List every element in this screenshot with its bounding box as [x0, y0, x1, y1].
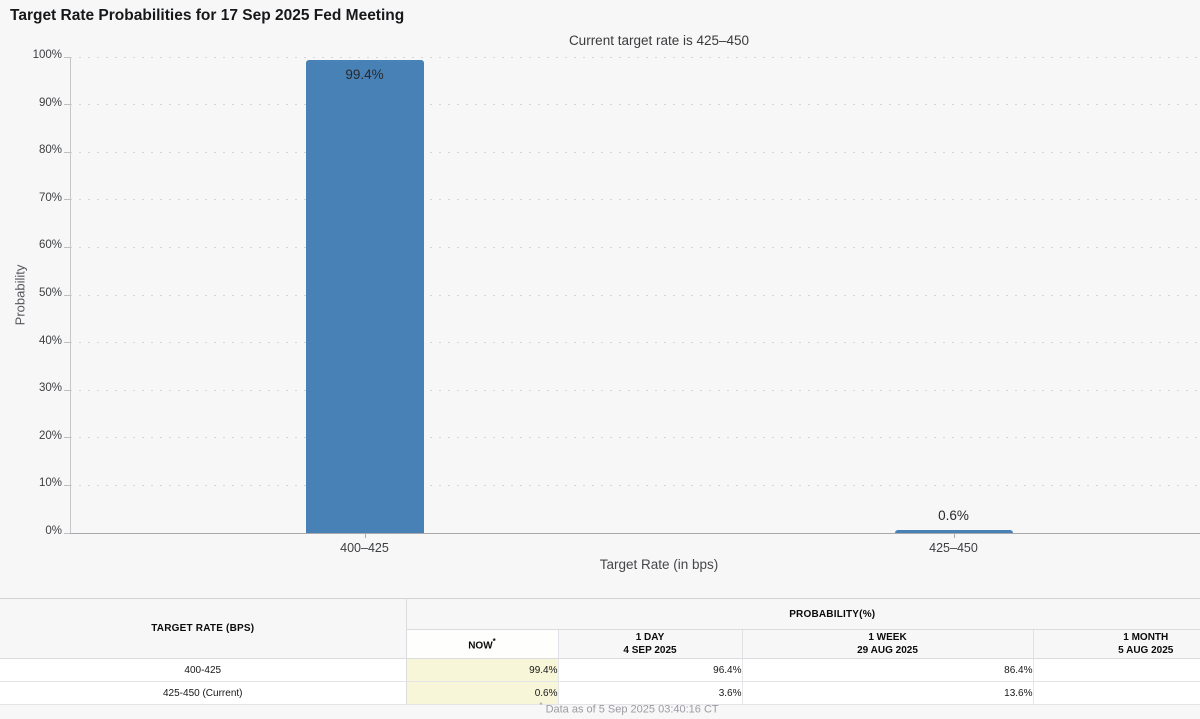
y-tick-label: 100%: [32, 49, 62, 61]
rate-cell: 400-425: [0, 658, 407, 682]
gridline: [70, 246, 1200, 248]
y-tick-label: 50%: [38, 287, 62, 299]
now-asterisk: *: [492, 637, 496, 647]
table-header-probability: PROBABILITY(%): [406, 598, 1200, 630]
table-header-1day: 1 DAY 4 SEP 2025: [558, 629, 743, 659]
y-tick-label: 30%: [38, 382, 62, 395]
probability-bar: [894, 530, 1013, 533]
x-axis-line: [70, 533, 1200, 534]
bar-value-label: 99.4%: [345, 66, 384, 82]
y-tick-label: 40%: [38, 334, 62, 347]
footnote-text: Data as of 5 Sep 2025 03:40:16 CT: [545, 703, 719, 716]
page-title: Target Rate Probabilities for 17 Sep 202…: [10, 7, 405, 24]
rate-cell: 425-450 (Current): [0, 681, 407, 705]
table-header-now: NOW*: [406, 629, 559, 659]
gridline: [70, 437, 1200, 439]
y-tick-mark: [64, 104, 70, 106]
gridline: [70, 199, 1200, 201]
col-date: 29 AUG 2025: [857, 645, 918, 656]
y-tick-mark: [64, 151, 70, 153]
col-label: 1 DAY: [635, 632, 665, 643]
data-as-of-footnote: * Data as of 5 Sep 2025 03:40:16 CT: [0, 701, 1200, 716]
gridline: [70, 342, 1200, 344]
gridline: [70, 389, 1200, 391]
y-tick-mark: [64, 294, 70, 296]
chart-subtitle: Current target rate is 425–450: [568, 33, 750, 48]
now-value-cell: 99.4%: [406, 658, 559, 682]
table-row: 400-425 99.4% 96.4% 86.4%: [0, 658, 1200, 682]
y-tick-label: 20%: [38, 429, 62, 442]
y-tick-label: 70%: [38, 191, 62, 204]
y-tick-label: 10%: [38, 477, 62, 490]
y-tick-label: 0%: [45, 525, 62, 537]
gridline: [70, 151, 1200, 153]
month-value-cell: [1033, 681, 1200, 705]
y-tick-mark: [64, 389, 70, 391]
day-value-cell: 96.4%: [558, 658, 743, 682]
y-tick-mark: [64, 437, 70, 439]
col-date: 4 SEP 2025: [623, 645, 677, 656]
x-tick-mark: [953, 533, 955, 538]
now-value-cell: 0.6%: [406, 681, 559, 705]
bar-value-label: 0.6%: [938, 508, 969, 523]
now-label: NOW: [468, 640, 493, 652]
col-label: 1 MONTH: [1123, 632, 1169, 643]
table-header-1month: 1 MONTH 5 AUG 2025: [1033, 629, 1200, 659]
x-tick-mark: [364, 533, 366, 538]
y-tick-mark: [64, 246, 70, 248]
x-tick-label: 425–450: [929, 541, 978, 555]
gridline: [70, 56, 1200, 58]
table-header-target-rate: TARGET RATE (BPS): [0, 598, 407, 659]
x-axis-title: Target Rate (in bps): [599, 557, 719, 572]
week-value-cell: 86.4%: [742, 658, 1034, 682]
probability-table: TARGET RATE (BPS) PROBABILITY(%) NOW* 1 …: [0, 598, 1200, 705]
y-tick-label: 90%: [38, 96, 62, 109]
probability-bar: [305, 59, 424, 533]
y-tick-mark: [64, 56, 70, 58]
col-label: 1 WEEK: [868, 632, 907, 643]
table-row: 425-450 (Current) 0.6% 3.6% 13.6%: [0, 681, 1200, 705]
day-value-cell: 3.6%: [558, 681, 743, 705]
y-tick-mark: [64, 484, 70, 486]
y-tick-mark: [64, 199, 70, 201]
y-axis-line: [70, 57, 71, 533]
footnote-asterisk: *: [539, 701, 543, 710]
gridline: [70, 294, 1200, 296]
y-tick-label: 80%: [38, 144, 62, 157]
y-tick-mark: [64, 532, 70, 534]
x-tick-label: 400–425: [340, 541, 389, 555]
y-tick-label: 60%: [38, 239, 62, 252]
col-date: 5 AUG 2025: [1118, 645, 1174, 656]
y-tick-mark: [64, 342, 70, 344]
gridline: [70, 484, 1200, 486]
month-value-cell: [1033, 658, 1200, 682]
table-header-1week: 1 WEEK 29 AUG 2025: [742, 629, 1034, 659]
gridline: [70, 104, 1200, 106]
week-value-cell: 13.6%: [742, 681, 1034, 705]
